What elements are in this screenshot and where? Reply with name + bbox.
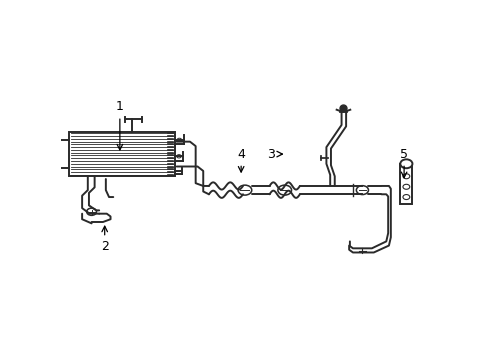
Text: 2: 2: [101, 226, 108, 253]
Text: 1: 1: [116, 100, 123, 150]
Text: 4: 4: [237, 148, 244, 172]
Text: 3: 3: [267, 148, 282, 161]
Bar: [68, 132, 175, 176]
Text: 5: 5: [399, 148, 407, 177]
Bar: [400, 164, 411, 204]
